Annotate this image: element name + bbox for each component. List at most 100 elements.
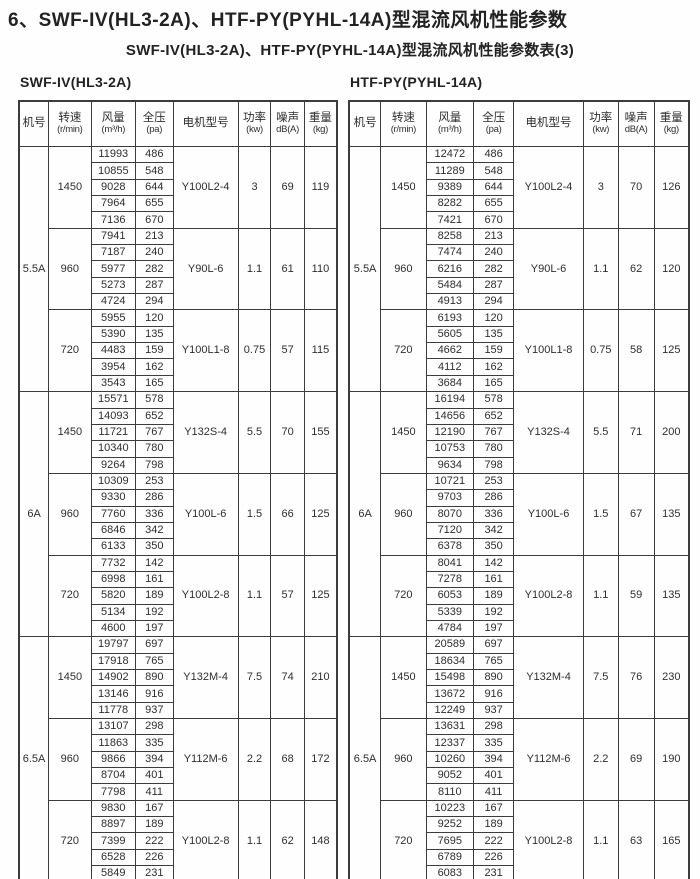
airflow-cell: 5134 — [90, 603, 137, 621]
motor-model-cell: Y100L-6 — [172, 472, 239, 556]
airflow-cell: 14093 — [90, 407, 137, 425]
noise-cell: 70 — [270, 391, 305, 474]
table-row: 15498 890 — [349, 668, 689, 687]
airflow-cell: 15498 — [425, 668, 475, 687]
weight-cell: 119 — [303, 146, 338, 229]
table-row: 14093 652 — [19, 407, 337, 425]
airflow-cell: 7136 — [90, 211, 137, 229]
noise-cell: 61 — [270, 227, 305, 311]
pressure-cell: 937 — [135, 701, 174, 720]
table-row: 5339 192 — [349, 603, 689, 621]
pressure-cell: 213 — [135, 227, 174, 246]
airflow-cell: 10855 — [90, 162, 137, 180]
fan-size-cell: 6.5A — [18, 636, 50, 879]
pressure-cell: 222 — [135, 832, 174, 850]
pressure-cell: 192 — [135, 603, 174, 621]
airflow-cell: 6998 — [90, 570, 137, 589]
table-row: 4913 294 — [349, 293, 689, 311]
column-header-label: 转速 — [391, 111, 415, 124]
table-row: 960 13631 298 Y112M-6 2.2 69 190 — [349, 718, 690, 801]
power-cell: 0.75 — [237, 309, 272, 393]
weight-cell: 172 — [303, 718, 338, 801]
airflow-cell: 4662 — [425, 342, 475, 360]
motor-model-cell: Y100L2-8 — [172, 554, 239, 638]
column-header-label: 风量 — [438, 111, 462, 124]
airflow-cell: 9634 — [425, 456, 475, 474]
airflow-cell: 4600 — [90, 619, 137, 638]
table-row: 7964 655 — [19, 195, 337, 213]
motor-model-cell: Y100L2-8 — [172, 799, 239, 879]
pressure-cell: 486 — [473, 145, 515, 164]
pressure-cell: 767 — [473, 423, 515, 442]
airflow-cell: 8258 — [425, 227, 475, 246]
fan-size-cell: 5.5A — [348, 145, 382, 393]
motor-model-cell: Y100L1-8 — [513, 309, 584, 393]
pressure-cell: 644 — [473, 178, 515, 197]
pressure-cell: 159 — [473, 342, 515, 360]
power-cell: 5.5 — [582, 391, 619, 474]
pressure-cell: 189 — [473, 816, 515, 834]
motor-model-cell: Y112M-6 — [513, 718, 584, 801]
table-row: 960 8258 213 Y90L-6 1.1 62 120 — [349, 227, 690, 311]
pressure-cell: 231 — [135, 865, 174, 879]
column-header-rpm: 转速 (r/min) — [48, 100, 92, 147]
column-header-unit: (m³/h) — [438, 124, 462, 136]
pressure-cell: 890 — [473, 668, 515, 687]
airflow-cell: 5605 — [425, 325, 475, 344]
table-row: 8110 411 — [349, 783, 689, 801]
airflow-cell: 5339 — [425, 603, 475, 621]
table-row: 960 13107 298 Y112M-6 2.2 68 172 — [19, 718, 338, 801]
noise-cell: 69 — [617, 718, 655, 801]
airflow-cell: 5955 — [90, 309, 137, 327]
pressure-cell: 162 — [473, 358, 515, 376]
pressure-cell: 165 — [473, 374, 515, 393]
motor-model-cell: Y100L2-8 — [513, 554, 584, 638]
pressure-cell: 282 — [135, 260, 174, 278]
airflow-cell: 9052 — [425, 767, 475, 785]
noise-cell: 69 — [270, 146, 305, 229]
power-cell: 1.1 — [582, 227, 619, 311]
airflow-cell: 9264 — [90, 456, 137, 474]
noise-cell: 58 — [617, 309, 655, 393]
airflow-cell: 6083 — [425, 865, 475, 879]
airflow-cell: 11721 — [90, 423, 137, 442]
rpm-cell: 1450 — [380, 636, 427, 720]
pressure-cell: 548 — [135, 162, 174, 180]
table-row: 7421 670 — [349, 211, 689, 229]
pressure-cell: 916 — [135, 685, 174, 703]
airflow-cell: 5977 — [90, 260, 137, 278]
pressure-cell: 213 — [473, 227, 515, 246]
power-cell: 1.1 — [237, 554, 272, 638]
pressure-cell: 335 — [473, 734, 515, 752]
pressure-cell: 780 — [473, 440, 515, 458]
header-row: 机号 转速 (r/min) 风量 (m³/h) 全压 (pa) 电机型号 功率 (kw) 噪声 dB(… — [348, 100, 690, 147]
power-cell: 5.5 — [237, 391, 272, 474]
table-row: 7278 161 — [349, 570, 689, 589]
pressure-cell: 765 — [473, 652, 515, 671]
pressure-cell: 222 — [473, 832, 515, 850]
noise-cell: 74 — [270, 636, 305, 720]
pressure-cell: 697 — [135, 636, 174, 654]
pressure-cell: 189 — [135, 816, 174, 834]
pressure-cell: 135 — [473, 325, 515, 344]
pressure-cell: 161 — [135, 570, 174, 589]
airflow-cell: 13631 — [425, 718, 475, 736]
table-row: 7760 336 — [19, 505, 337, 523]
table-row: 6789 226 — [349, 848, 689, 867]
table-block-swf: SWF-IV(HL3-2A) 机号 转速 (r/min) 风量 (m³/h) 全压 (pa)… — [18, 60, 338, 879]
weight-cell: 135 — [653, 554, 690, 638]
pressure-cell: 697 — [473, 636, 515, 654]
pressure-cell: 670 — [473, 211, 515, 229]
airflow-cell: 11778 — [90, 701, 137, 720]
power-cell: 3 — [237, 146, 272, 229]
airflow-cell: 9703 — [425, 489, 475, 507]
pressure-cell: 652 — [473, 407, 515, 425]
column-header-weight: 重量 (kg) — [303, 100, 338, 147]
pressure-cell: 167 — [135, 799, 174, 818]
column-header-label: 功率 — [589, 111, 613, 124]
motor-model-cell: Y100L-6 — [513, 472, 584, 556]
noise-cell: 68 — [270, 718, 305, 801]
motor-model-cell: Y132M-4 — [172, 636, 239, 720]
column-header-unit: (pa) — [485, 124, 502, 136]
rpm-cell: 1450 — [380, 391, 427, 474]
